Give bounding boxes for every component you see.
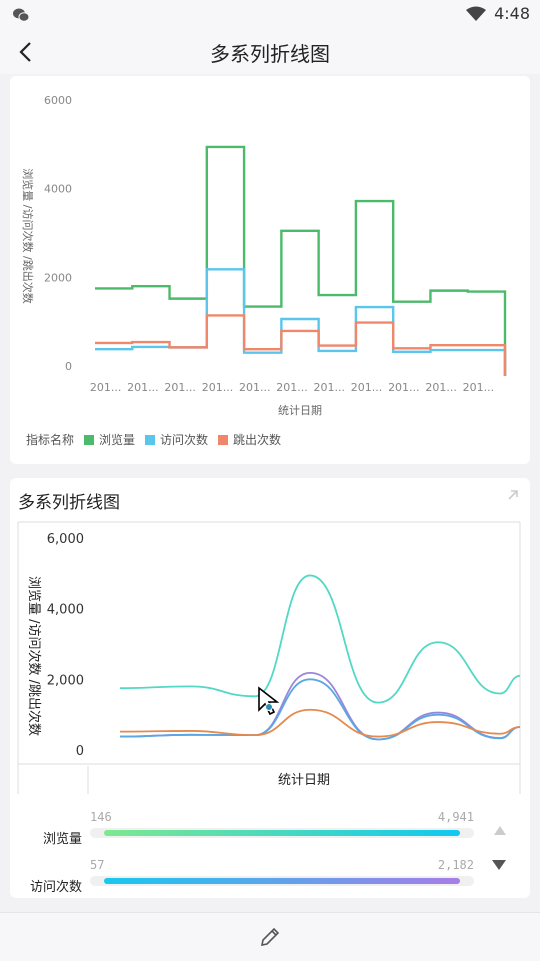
filter-max: 4,941: [437, 810, 474, 824]
x-tick-label: 201...: [127, 381, 159, 394]
legend-label: 浏览量: [99, 433, 136, 447]
legend-label: 跳出次数: [233, 433, 282, 447]
x-tick-label: 201...: [276, 381, 308, 394]
card-title: 多系列折线图: [18, 493, 120, 513]
wechat-icon: [13, 8, 30, 22]
series-line: [119, 574, 521, 704]
x-tick-label: 201...: [425, 381, 457, 394]
status-time: 4:48: [494, 4, 530, 23]
series-line: [119, 678, 521, 741]
x-tick-label: 201...: [351, 381, 383, 394]
step-line-chart[interactable]: 6000 4000 2000 0 201... 201... 201... 201... 201…: [10, 76, 530, 464]
y-tick-label: 6,000: [47, 532, 84, 547]
navigation-bar: 多系列折线图: [0, 30, 540, 74]
filter-label: 访问次数: [29, 880, 82, 895]
scroll-down-icon[interactable]: [492, 860, 506, 870]
y-axis-title: 浏览量 /访问次数 /跳出次数: [21, 168, 35, 303]
y-tick-label: 6000: [44, 94, 72, 107]
wifi-icon: [466, 6, 487, 21]
x-axis-title: 统计日期: [278, 404, 322, 417]
filter-label: 浏览量: [42, 832, 82, 847]
scroll-up-icon[interactable]: [494, 826, 506, 835]
smooth-chart-card: 多系列折线图 6,000 4,000 2,000 0 统计日期 浏览量 /访问次数 /跳出…: [10, 478, 530, 898]
range-slider-views[interactable]: [90, 828, 474, 838]
x-tick-label: 201...: [90, 381, 122, 394]
legend-title: 指标名称: [26, 433, 75, 447]
smooth-line-chart[interactable]: 6,000 4,000 2,000 0 统计日期 浏览量 /访问次数 /跳出次数: [10, 518, 530, 818]
series-line: [95, 145, 507, 376]
legend-item-views[interactable]: 浏览量: [84, 431, 135, 448]
filter-visits: 访问次数 57 2,182: [10, 856, 530, 896]
filter-min: 146: [90, 810, 112, 824]
x-tick-label: 201...: [239, 381, 271, 394]
y-tick-label: 0: [65, 360, 72, 373]
x-tick-label: 201...: [463, 381, 495, 394]
legend-item-bounces[interactable]: 跳出次数: [218, 431, 281, 448]
series-line: [119, 672, 521, 741]
chevron-left-icon[interactable]: [12, 38, 40, 66]
range-fill[interactable]: [104, 878, 460, 884]
bottom-toolbar: [0, 912, 540, 961]
range-slider-visits[interactable]: [90, 876, 474, 886]
legend-swatch-views: [84, 434, 95, 445]
legend-item-visits[interactable]: 访问次数: [145, 431, 208, 448]
mouse-cursor-icon: [258, 686, 280, 716]
legend-swatch-visits: [145, 434, 156, 445]
y-tick-label: 2000: [44, 271, 72, 284]
y-tick-label: 2,000: [47, 673, 84, 688]
x-axis-title: 统计日期: [278, 773, 330, 788]
y-axis-title: 浏览量 /访问次数 /跳出次数: [26, 576, 42, 736]
page-title: 多系列折线图: [210, 42, 330, 66]
step-chart-card: 6000 4000 2000 0 201... 201... 201... 201... 201…: [10, 76, 530, 464]
x-tick-label: 201...: [164, 381, 196, 394]
legend-label: 访问次数: [160, 433, 209, 447]
series-line: [119, 708, 521, 738]
filter-min: 57: [90, 858, 105, 872]
x-tick-label: 201...: [202, 381, 234, 394]
x-tick-label: 201...: [314, 381, 346, 394]
series-line: [95, 314, 507, 376]
legend-swatch-bounces: [218, 434, 229, 445]
filter-views: 浏览量 146 4,941: [10, 808, 530, 848]
x-tick-label: 201...: [388, 381, 420, 394]
range-fill[interactable]: [104, 830, 460, 836]
chart-legend: 指标名称 浏览量 访问次数 跳出次数: [26, 431, 281, 448]
filter-max: 2,182: [437, 858, 474, 872]
y-tick-label: 4,000: [47, 603, 84, 618]
status-bar: 4:48: [0, 0, 540, 30]
expand-arrow-icon[interactable]: [506, 488, 520, 502]
y-tick-label: 4000: [44, 183, 72, 196]
y-tick-label: 0: [76, 744, 84, 759]
pencil-icon[interactable]: [258, 925, 282, 949]
